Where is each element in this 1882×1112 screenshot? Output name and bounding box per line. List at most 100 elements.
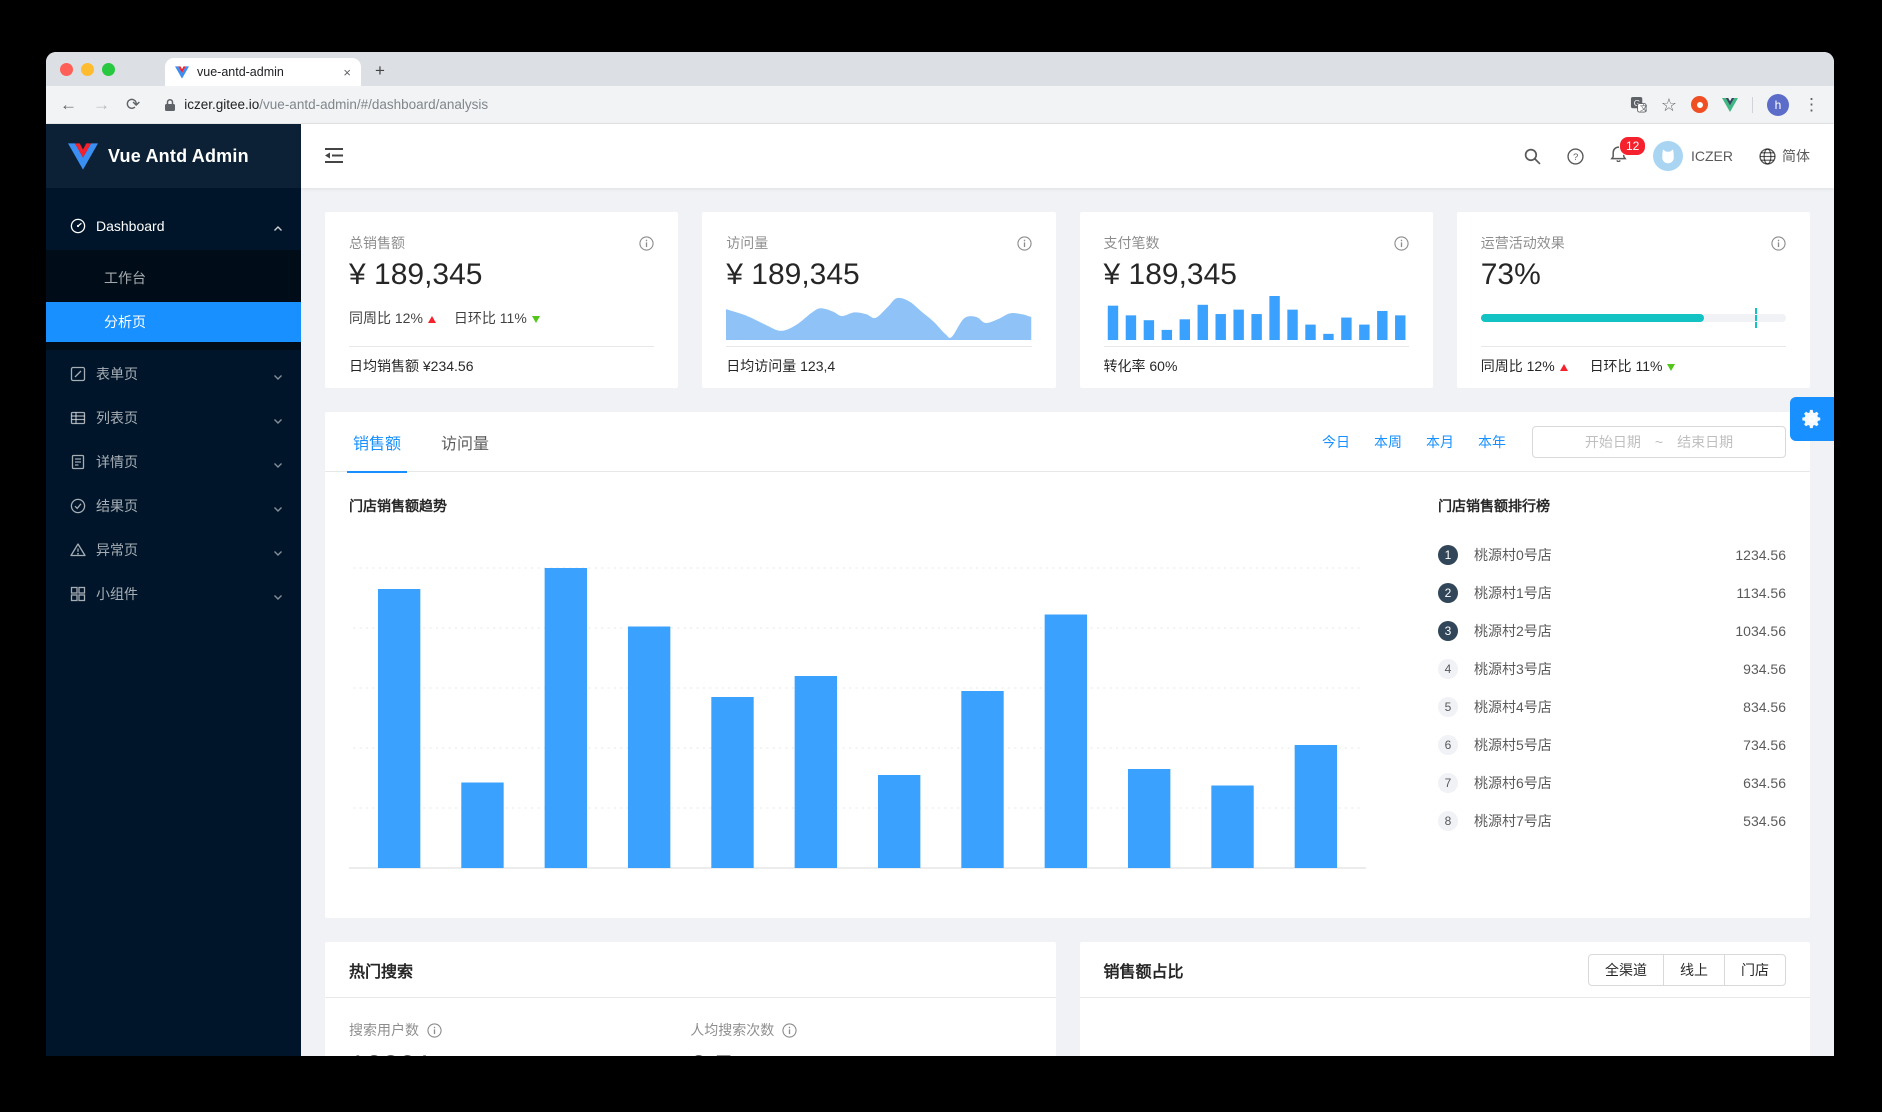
date-end-placeholder: 结束日期: [1677, 433, 1734, 450]
visits-mini-area-chart: [726, 297, 1032, 340]
rank-store-value: 534.56: [1743, 813, 1786, 829]
sidebar-item-7[interactable]: 异常页: [46, 530, 301, 570]
rank-store-name: 桃源村5号店: [1474, 737, 1552, 753]
tab-title: vue-antd-admin: [197, 65, 284, 79]
minimize-window-button[interactable]: [81, 62, 94, 76]
info-icon[interactable]: [1394, 235, 1409, 251]
trend-filters: 今日 本周 本月 本年 开始日期 ~ 结束日期: [1322, 425, 1786, 458]
tab-close-icon[interactable]: ×: [343, 64, 351, 80]
sidebar-item-6[interactable]: 结果页: [46, 486, 301, 526]
menu-fold-icon[interactable]: [325, 148, 343, 164]
new-tab-button[interactable]: +: [375, 61, 385, 80]
browser-profile-avatar[interactable]: h: [1767, 93, 1789, 116]
card-title: 访问量: [726, 235, 769, 251]
gear-icon: [1802, 409, 1821, 429]
back-icon[interactable]: ←: [60, 95, 77, 114]
username: ICZER: [1691, 148, 1733, 164]
notification-bell[interactable]: 12: [1610, 136, 1647, 167]
sidebar-item-label: 异常页: [96, 542, 138, 558]
card-footer: 同周比 12% 日环比 11%: [1480, 346, 1786, 388]
ranking-row: 1 桃源村0号店 1234.56: [1438, 536, 1786, 574]
sidebar-item-3[interactable]: 表单页: [46, 354, 301, 394]
card-title: 总销售额: [349, 235, 405, 251]
user-menu[interactable]: ICZER: [1653, 141, 1733, 171]
sidebar-item-0[interactable]: Dashboard: [46, 206, 301, 246]
ranking-row: 5 桃源村4号店 834.56: [1438, 688, 1786, 726]
lock-icon: [165, 98, 176, 111]
address-bar[interactable]: iczer.gitee.io/vue-antd-admin/#/dashboar…: [156, 97, 1614, 112]
quick-link-3[interactable]: 本年: [1478, 433, 1506, 450]
info-icon[interactable]: [639, 235, 654, 251]
zoom-window-button[interactable]: [102, 62, 115, 76]
info-icon[interactable]: [782, 1022, 797, 1038]
language-switch[interactable]: 简体: [1759, 146, 1810, 166]
date-range-picker[interactable]: 开始日期 ~ 结束日期: [1532, 425, 1786, 458]
chevron-down-icon: [273, 501, 283, 512]
sidebar-item-label: Dashboard: [96, 218, 165, 234]
quick-link-2[interactable]: 本月: [1426, 433, 1454, 450]
url-text: iczer.gitee.io/vue-antd-admin/#/dashboar…: [184, 97, 488, 112]
toolbar-divider: [1752, 96, 1753, 113]
vue-devtools-icon[interactable]: [1722, 97, 1738, 112]
channel-button-2[interactable]: 门店: [1724, 953, 1786, 986]
sidebar-menu: Dashboard 工作台分析页表单页 列表页 详情页 结果页异常页小组件: [46, 188, 301, 618]
channel-button-0[interactable]: 全渠道: [1588, 953, 1664, 986]
sales-trend-panel: 销售额 访问量 今日 本周 本月 本年 开始日期 ~ 结束日期: [325, 412, 1810, 918]
info-icon[interactable]: [1771, 235, 1786, 251]
rank-badge: 3: [1438, 621, 1458, 641]
extension-orange-icon[interactable]: [1691, 96, 1708, 113]
app-logo[interactable]: Vue Antd Admin: [46, 124, 301, 188]
browser-tab[interactable]: vue-antd-admin ×: [165, 58, 361, 86]
rank-store-name: 桃源村6号店: [1474, 775, 1552, 791]
theme-settings-button[interactable]: [1790, 397, 1834, 441]
browser-menu-icon[interactable]: ⋮: [1803, 95, 1820, 114]
search-icon[interactable]: [1524, 148, 1541, 165]
help-icon[interactable]: ?: [1567, 147, 1584, 165]
tab-visits[interactable]: 访问量: [441, 435, 490, 453]
language-label: 简体: [1782, 148, 1810, 164]
header-actions: ? 12: [1524, 136, 1810, 171]
svg-text:文: 文: [1640, 102, 1647, 112]
info-icon[interactable]: [1016, 235, 1032, 251]
quick-link-1[interactable]: 本周: [1374, 433, 1402, 450]
stat-value: 2.7: [690, 1048, 732, 1056]
rank-badge: 2: [1438, 583, 1458, 603]
ranking-row: 6 桃源村5号店 734.56: [1438, 726, 1786, 764]
date-separator: ~: [1654, 433, 1664, 450]
close-window-button[interactable]: [60, 62, 73, 76]
reload-icon[interactable]: ⟳: [126, 95, 141, 114]
sidebar-item-4[interactable]: 列表页: [46, 398, 301, 438]
rank-store-value: 834.56: [1743, 699, 1786, 715]
sidebar-item-5[interactable]: 详情页: [46, 442, 301, 482]
trend-bar: [1127, 769, 1171, 868]
bookmark-star-icon[interactable]: ☆: [1660, 94, 1677, 115]
sidebar-subitem-1[interactable]: 工作台: [104, 270, 146, 286]
app-title: Vue Antd Admin: [108, 145, 249, 166]
forward-icon[interactable]: →: [93, 95, 110, 114]
appstore-icon: [70, 586, 86, 602]
rank-badge: 4: [1438, 659, 1458, 679]
ranking-row: 3 桃源村2号店 1034.56: [1438, 612, 1786, 650]
rank-store-name: 桃源村1号店: [1474, 585, 1552, 601]
metric-day: 日环比 11%: [454, 308, 540, 328]
stat-card-visits: 访问量 ¥ 189,345 日均访问量 123,4: [702, 212, 1056, 388]
trend-panel-body: 门店销售额趋势 门店销售额排行榜 1 桃源村0号店 1234.56 2 桃源村1号店 11…: [325, 472, 1810, 902]
card-value: ¥ 189,345: [1103, 258, 1237, 291]
url-path: /vue-antd-admin/#/dashboard/analysis: [259, 97, 489, 112]
tab-sales[interactable]: 销售额: [333, 412, 421, 473]
channel-button-1[interactable]: 线上: [1663, 953, 1725, 986]
svg-text:?: ?: [1573, 151, 1578, 162]
trend-bar: [377, 589, 421, 868]
info-icon[interactable]: [427, 1022, 442, 1038]
trend-bar: [1044, 614, 1088, 868]
card-footer: 转化率 60%: [1103, 346, 1409, 388]
sidebar-item-8[interactable]: 小组件: [46, 574, 301, 614]
rank-store-value: 734.56: [1743, 737, 1786, 753]
rank-badge: 5: [1438, 697, 1458, 717]
translate-icon[interactable]: G 文: [1630, 96, 1647, 113]
sidebar-subitem-2[interactable]: 分析页: [46, 302, 301, 342]
quick-link-0[interactable]: 今日: [1322, 433, 1350, 450]
cat-avatar-icon: [1662, 149, 1674, 164]
trend-down-icon: [1667, 364, 1676, 371]
